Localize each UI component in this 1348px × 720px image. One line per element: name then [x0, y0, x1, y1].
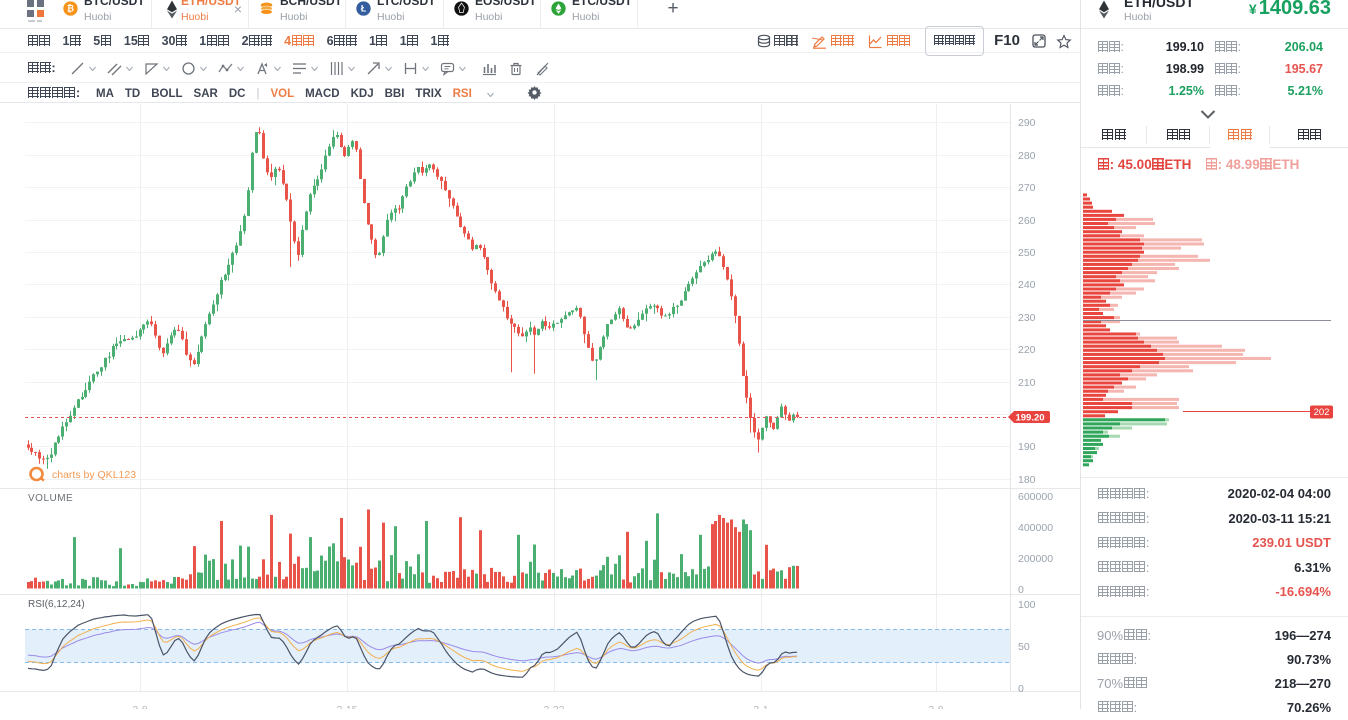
- svg-text:250: 250: [1018, 247, 1036, 259]
- svg-text:290: 290: [1018, 117, 1036, 129]
- svg-text:202: 202: [1314, 407, 1330, 418]
- svg-text:charts by QKL123: charts by QKL123: [52, 469, 136, 481]
- svg-text:RSI(6,12,24): RSI(6,12,24): [28, 599, 85, 610]
- svg-text:50: 50: [1018, 641, 1030, 653]
- svg-text:190: 190: [1018, 441, 1036, 453]
- svg-text:280: 280: [1018, 150, 1036, 162]
- svg-text:3-8: 3-8: [928, 704, 943, 709]
- svg-text:Ł: Ł: [361, 4, 367, 14]
- svg-text:2-8: 2-8: [132, 704, 147, 709]
- svg-text:220: 220: [1018, 344, 1036, 356]
- svg-text:2-15: 2-15: [336, 704, 357, 709]
- svg-text:VOLUME: VOLUME: [28, 493, 73, 504]
- svg-text:230: 230: [1018, 312, 1036, 324]
- svg-text:100: 100: [1018, 599, 1036, 611]
- svg-text:₿: ₿: [67, 4, 74, 14]
- svg-text:199.20: 199.20: [1015, 413, 1044, 424]
- svg-text:400000: 400000: [1018, 522, 1053, 534]
- svg-text:0: 0: [1018, 683, 1024, 695]
- svg-text:270: 270: [1018, 182, 1036, 194]
- svg-text:0: 0: [1018, 584, 1024, 596]
- svg-text:200000: 200000: [1018, 553, 1053, 565]
- svg-text:240: 240: [1018, 279, 1036, 291]
- svg-text:210: 210: [1018, 377, 1036, 389]
- svg-text:260: 260: [1018, 215, 1036, 227]
- svg-text:2-22: 2-22: [543, 704, 564, 709]
- svg-text:600000: 600000: [1018, 491, 1053, 503]
- svg-text:3-1: 3-1: [753, 704, 768, 709]
- svg-text:180: 180: [1018, 474, 1036, 486]
